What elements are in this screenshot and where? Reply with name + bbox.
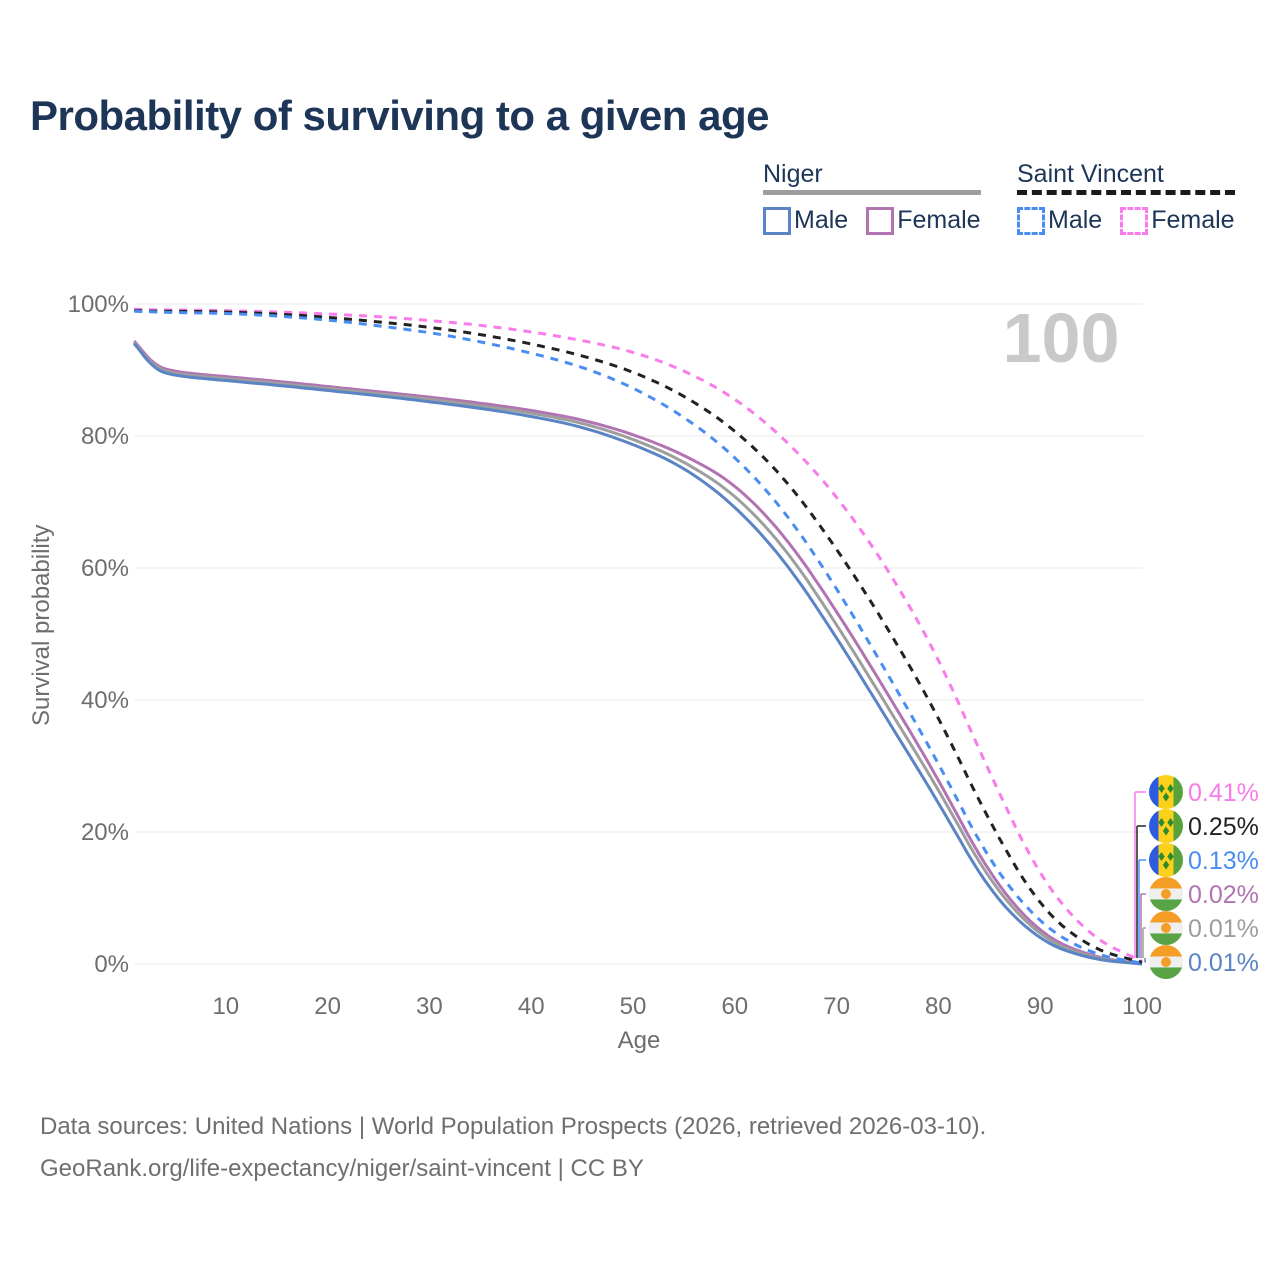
end-label-saint-vincent-both: 0.25% — [1188, 813, 1259, 841]
legend: Niger Male Female Saint Vincent Male Fem… — [0, 160, 1280, 240]
curve-saint-vincent-female — [134, 307, 1143, 963]
page-title: Probability of surviving to a given age — [30, 92, 769, 139]
y-tick-label: 0% — [94, 951, 129, 978]
attribution-line: GeoRank.org/life-expectancy/niger/saint-… — [40, 1155, 644, 1182]
legend-checkbox-saint-vincent-female[interactable] — [1120, 206, 1149, 235]
legend-label-saint-vincent-female: Female — [1151, 206, 1235, 234]
legend-label-niger-male: Male — [794, 206, 849, 234]
curve-niger-both — [132, 341, 1143, 966]
niger-flag-icon — [1149, 911, 1183, 945]
x-tick-label: 80 — [925, 993, 952, 1020]
footer: Data sources: United Nations | World Pop… — [40, 1106, 986, 1190]
legend-group-niger: Niger Male Female — [763, 160, 981, 235]
end-label-niger-both: 0.01% — [1188, 915, 1259, 943]
curve-niger-female — [133, 339, 1143, 966]
curve-saint-vincent-both — [134, 309, 1143, 964]
saint-vincent-flag-icon — [1149, 809, 1183, 843]
x-tick-label: 30 — [416, 993, 443, 1020]
x-tick-label: 60 — [721, 993, 748, 1020]
x-tick-label: 70 — [823, 993, 850, 1020]
legend-checkbox-niger-male[interactable] — [763, 206, 791, 235]
y-tick-label: 100% — [68, 291, 129, 318]
legend-group-saint-vincent: Saint Vincent Male Female — [1017, 160, 1235, 235]
y-tick-label: 80% — [81, 423, 129, 450]
legend-underline-saint-vincent — [1017, 190, 1235, 195]
x-tick-label: 100 — [1122, 993, 1162, 1020]
end-label-saint-vincent-male: 0.13% — [1188, 847, 1259, 875]
saint-vincent-flag-icon — [1149, 843, 1183, 877]
x-tick-label: 40 — [518, 993, 545, 1020]
y-tick-label: 20% — [81, 819, 129, 846]
legend-checkbox-niger-female[interactable] — [866, 206, 895, 235]
saint-vincent-flag-icon — [1149, 775, 1183, 809]
y-tick-label: 60% — [81, 555, 129, 582]
niger-flag-icon — [1149, 877, 1183, 911]
end-label-saint-vincent-female: 0.41% — [1188, 779, 1259, 807]
age-indicator-watermark: 100 — [1003, 299, 1120, 377]
y-axis-title: Survival probability — [28, 524, 55, 726]
end-label-niger-female: 0.02% — [1188, 881, 1259, 909]
data-source-line: Data sources: United Nations | World Pop… — [40, 1113, 987, 1140]
legend-label-niger-female: Female — [897, 206, 981, 234]
x-tick-label: 90 — [1027, 993, 1054, 1020]
x-tick-label: 10 — [212, 993, 239, 1020]
x-tick-label: 50 — [620, 993, 647, 1020]
niger-flag-icon — [1149, 945, 1183, 979]
end-label-niger-male: 0.01% — [1188, 949, 1259, 977]
x-tick-label: 20 — [314, 993, 341, 1020]
legend-group-title-saint-vincent: Saint Vincent — [1017, 160, 1164, 188]
curve-saint-vincent-male — [134, 309, 1143, 965]
legend-label-saint-vincent-male: Male — [1048, 206, 1103, 234]
legend-checkbox-saint-vincent-male[interactable] — [1017, 206, 1045, 235]
y-tick-label: 40% — [81, 687, 129, 714]
legend-group-title-niger: Niger — [763, 160, 823, 188]
curve-niger-male — [133, 342, 1142, 966]
x-axis-title: Age — [618, 1027, 661, 1054]
legend-underline-niger — [763, 190, 981, 195]
